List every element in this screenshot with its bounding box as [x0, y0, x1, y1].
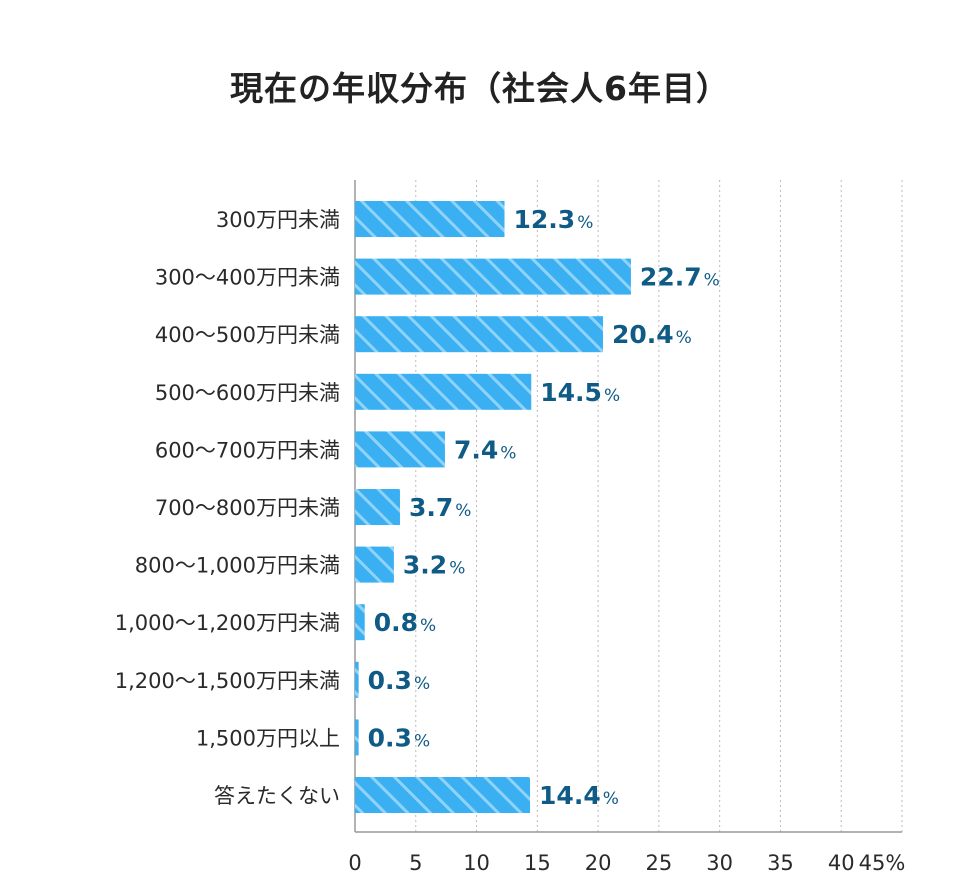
value-label: 20.4%: [612, 320, 692, 349]
x-tick-label: 10: [463, 851, 490, 875]
bar: [355, 719, 359, 756]
value-label: 14.4%: [539, 781, 619, 810]
category-label: 600〜700万円未満: [155, 438, 340, 462]
category-label: 400〜500万円未満: [155, 323, 340, 347]
category-label: 1,200〜1,500万円未満: [115, 669, 340, 693]
category-label: 800〜1,000万円未満: [135, 554, 340, 578]
value-label: 12.3%: [514, 205, 594, 234]
x-tick-label: 30: [706, 851, 733, 875]
bar: [355, 201, 505, 237]
x-tick-label: 25: [646, 851, 673, 875]
value-label: 22.7%: [640, 263, 720, 292]
x-tick-label: 45%: [859, 851, 906, 875]
value-label: 3.2%: [403, 551, 465, 580]
value-label: 14.5%: [540, 378, 620, 407]
bar: [355, 604, 365, 641]
bar: [355, 489, 400, 525]
value-label: 7.4%: [454, 435, 516, 464]
bar: [355, 546, 394, 583]
chart-title: 現在の年収分布（社会人6年目）: [230, 69, 730, 108]
bar: [355, 258, 631, 295]
x-tick-label: 5: [409, 851, 422, 875]
x-tick-label: 0: [348, 851, 361, 875]
category-label: 300万円未満: [216, 208, 340, 232]
category-label: 1,500万円以上: [196, 726, 340, 750]
category-label: 1,000〜1,200万円未満: [115, 611, 340, 635]
category-label: 300〜400万円未満: [155, 266, 340, 290]
value-label: 3.7%: [409, 493, 471, 522]
value-label: 0.3%: [368, 723, 430, 752]
x-tick-label: 40: [828, 851, 855, 875]
x-tick-label: 35: [767, 851, 794, 875]
bar: [355, 316, 603, 353]
value-label: 0.3%: [368, 666, 430, 695]
category-label: 500〜600万円未満: [155, 381, 340, 405]
bar: [355, 661, 359, 698]
value-label: 0.8%: [374, 608, 436, 637]
category-label: 700〜800万円未満: [155, 496, 340, 520]
x-tick-label: 20: [585, 851, 612, 875]
bar: [355, 373, 532, 410]
x-tick-label: 15: [524, 851, 551, 875]
bar: [355, 777, 531, 813]
bar: [355, 431, 445, 468]
category-label: 答えたくない: [214, 784, 340, 808]
